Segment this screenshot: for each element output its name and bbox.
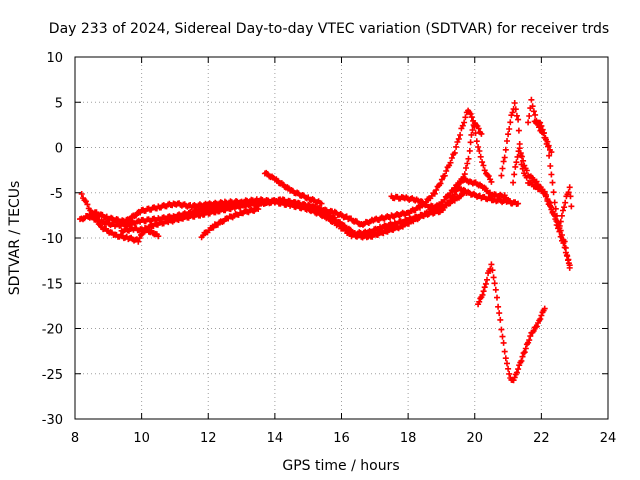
grid [75,57,608,419]
series-track-4 [118,225,162,240]
x-tick-label: 16 [333,431,350,446]
x-tick-label: 8 [71,431,79,446]
data-points [85,176,515,241]
series-track-3 [85,176,515,241]
y-tick-label: 5 [55,96,63,111]
x-tick-label: 10 [133,431,150,446]
y-tick-label: -10 [42,232,63,247]
y-tick-label: -5 [50,187,63,202]
data-points [531,118,555,156]
y-tick-label: -30 [42,413,63,428]
y-axis-label: SDTVAR / TECUs [7,181,23,296]
data-points [118,225,162,240]
data-points [78,107,495,245]
x-axis-label: GPS time / hours [282,458,399,474]
x-tick-label: 22 [533,431,550,446]
y-tick-label: -25 [42,368,63,383]
data-points [455,184,522,207]
series-track-5 [198,205,262,241]
chart-title: Day 233 of 2024, Sidereal Day-to-day VTE… [49,21,609,37]
x-tick-label: 24 [600,431,617,446]
series-track-6 [261,169,325,207]
series-track-13 [475,261,548,384]
data-points [475,261,548,384]
y-tick-label: 0 [55,142,63,157]
y-tick-label: -20 [42,323,63,338]
series-track-12 [531,118,555,156]
axis-ticks: 8 10 12 14 16 18 20 22 24 -30 -25 -20 -15 -10 -5 0 5 10 [42,51,617,446]
x-tick-label: 18 [400,431,417,446]
x-tick-label: 14 [267,431,284,446]
series-track-2 [78,107,495,245]
series-track-8 [455,184,522,207]
x-tick-label: 12 [200,431,217,446]
y-tick-label: 10 [46,51,63,66]
data-points [388,189,468,212]
y-tick-label: -15 [42,277,63,292]
data-series [77,96,575,384]
data-points [198,205,262,241]
data-points [261,169,325,207]
series-track-7 [388,189,468,212]
series-track-10 [510,145,575,229]
data-points [510,145,575,229]
x-tick-label: 20 [466,431,483,446]
